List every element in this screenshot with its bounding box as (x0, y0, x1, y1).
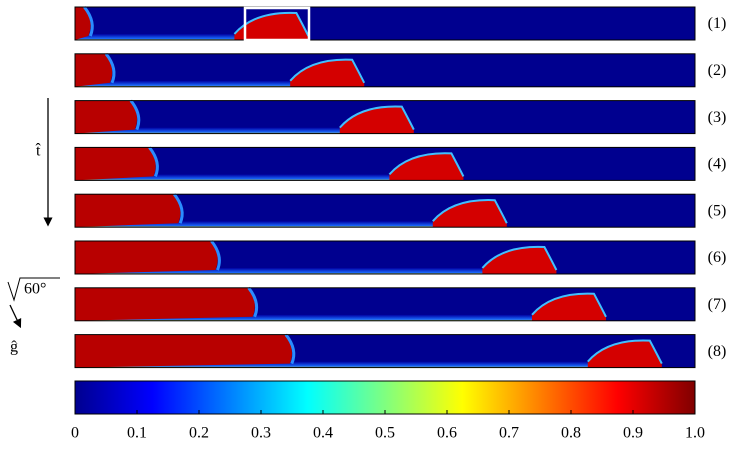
highlight-box (243, 6, 311, 42)
red-region (75, 53, 113, 87)
blue-edge (210, 240, 221, 271)
panel-frame (74, 100, 696, 135)
front-bump (339, 106, 414, 134)
front-bump (290, 59, 365, 87)
bottom-layer (75, 34, 305, 40)
gravity-label: ĝ (10, 339, 18, 356)
bottom-layer (75, 174, 460, 181)
panel-label: (2) (708, 62, 727, 79)
x-tick-label: 0.7 (499, 425, 519, 442)
panel-label: (3) (708, 109, 727, 126)
blue-edge (284, 333, 296, 365)
gravity-arrow (9, 304, 22, 329)
angle-label: 60° (24, 281, 46, 298)
red-region (75, 287, 255, 321)
front-bump (587, 340, 662, 368)
front-edge (233, 11, 310, 37)
bottom-layer (75, 268, 553, 274)
panel-frame (74, 53, 696, 88)
x-tick-label: 0.6 (437, 425, 457, 442)
colorbar (74, 380, 696, 415)
front-bump (389, 153, 464, 181)
x-tick-label: 0.8 (561, 425, 581, 442)
blue-edge (83, 6, 94, 37)
front-edge (481, 245, 558, 271)
panel-frame (74, 240, 696, 275)
front-edge (339, 105, 415, 131)
front-bump (432, 200, 507, 228)
x-tick-label: 0.1 (127, 425, 147, 442)
time-label: t̂ (35, 142, 41, 160)
panel-label: (5) (708, 202, 727, 219)
panel-label: (8) (708, 343, 727, 360)
red-region (75, 334, 293, 368)
x-tick-label: 0.9 (623, 425, 643, 442)
blue-edge (173, 193, 184, 224)
blue-edge (129, 99, 141, 131)
front-bump (234, 12, 309, 40)
panel-label: (6) (708, 249, 727, 266)
bottom-layer (75, 361, 658, 368)
panel-frame (74, 6, 696, 41)
front-bump (482, 246, 557, 274)
angle-symbol (7, 277, 60, 302)
panel-frame (74, 334, 696, 369)
front-edge (289, 58, 366, 84)
x-tick-label: 0.3 (251, 425, 271, 442)
panel-label: (4) (708, 156, 727, 173)
panel-label: (1) (708, 15, 727, 32)
red-region (75, 194, 181, 228)
bottom-layer (75, 314, 602, 321)
red-region (75, 241, 218, 274)
x-tick-label: 1.0 (685, 425, 705, 442)
red-region (75, 7, 91, 40)
red-region (75, 100, 138, 134)
blue-edge (148, 146, 159, 177)
blue-edge (247, 286, 259, 318)
front-edge (531, 292, 607, 318)
panel-label: (7) (708, 296, 727, 313)
panel-frame (74, 287, 696, 322)
blue-edge (104, 52, 116, 84)
panel-frame (74, 193, 696, 228)
front-bump (532, 293, 606, 321)
red-region (75, 147, 156, 181)
panels (74, 6, 696, 369)
bottom-layer (75, 221, 503, 228)
front-edge (388, 152, 465, 177)
bottom-layer (75, 80, 361, 87)
panel-frame (74, 146, 696, 181)
x-tick-label: 0.4 (313, 425, 333, 442)
x-tick-label: 0.5 (375, 425, 395, 442)
bottom-layer (75, 127, 410, 134)
front-edge (432, 199, 508, 224)
front-edge (587, 339, 663, 365)
x-tick-label: 0.2 (189, 425, 209, 442)
x-tick-label: 0 (71, 425, 79, 442)
